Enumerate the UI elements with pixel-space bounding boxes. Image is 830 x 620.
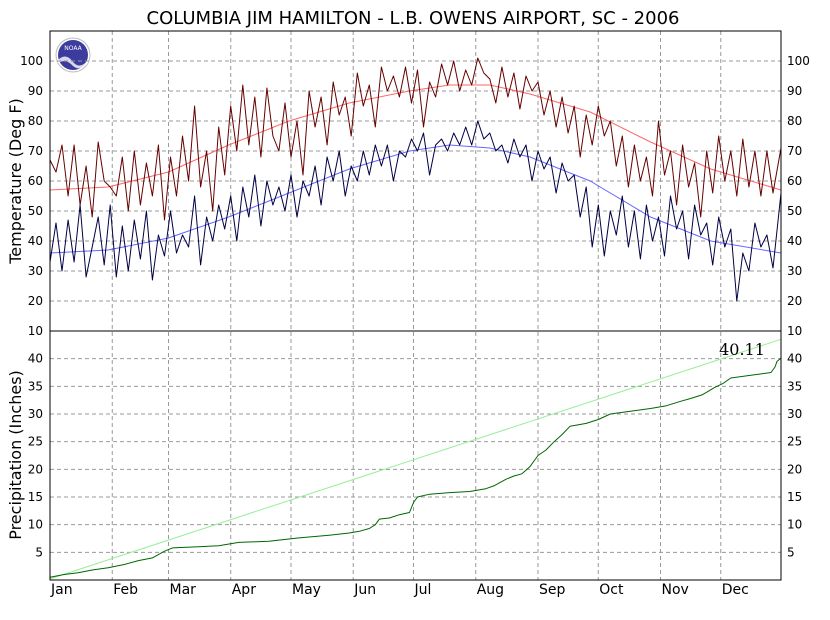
precipitation-y-tick-label: 10 — [28, 518, 43, 532]
temperature-y-tick-label: 50 — [28, 204, 43, 218]
precipitation-y-tick-label: 25 — [28, 435, 43, 449]
temperature-y-tick-label-right: 100 — [787, 54, 810, 68]
temperature-y-tick-label: 20 — [28, 294, 43, 308]
temperature-y-tick-label-right: 70 — [787, 144, 802, 158]
precipitation-y-tick-label: 20 — [28, 462, 43, 476]
precipitation-y-tick-label-right: 15 — [787, 490, 802, 504]
precipitation-y-tick-label: 40 — [28, 352, 43, 366]
x-tick-label-month: Aug — [477, 582, 504, 598]
series-line-normal-min — [49, 144, 782, 254]
temperature-y-tick-label-right: 20 — [787, 294, 802, 308]
temperature-y-tick-label: 10 — [28, 324, 43, 338]
precipitation-plot-frame — [49, 330, 782, 581]
x-tick-label-month: May — [292, 582, 321, 598]
precipitation-y-tick-label: 5 — [35, 545, 43, 559]
precipitation-y-tick-label: 30 — [28, 407, 43, 421]
x-tick-label-month: Jun — [353, 582, 376, 598]
x-tick-label-month: Jan — [50, 582, 73, 598]
noaa-logo: NOAA — [55, 37, 91, 73]
temperature-y-axis-label: Temperature (Deg F) — [6, 98, 25, 265]
x-tick-label-month: Oct — [599, 582, 624, 598]
temperature-y-tick-label: 90 — [28, 84, 43, 98]
temperature-y-tick-label-right: 80 — [787, 114, 802, 128]
temperature-y-tick-label-right: 10 — [787, 324, 802, 338]
temperature-y-tick-label: 40 — [28, 234, 43, 248]
temperature-y-tick-label: 30 — [28, 264, 43, 278]
temperature-y-tick-label-right: 40 — [787, 234, 802, 248]
x-tick-label-month: Apr — [232, 582, 256, 598]
precipitation-y-tick-label-right: 10 — [787, 518, 802, 532]
series-line-precip-observed-cumulative — [49, 357, 782, 578]
temperature-y-tick-label: 70 — [28, 144, 43, 158]
x-tick-label-month: Mar — [169, 582, 196, 598]
x-tick-label-month: Jul — [413, 582, 431, 598]
precipitation-y-tick-label-right: 30 — [787, 407, 802, 421]
x-tick-label-month: Sep — [539, 582, 566, 598]
temperature-y-tick-label-right: 50 — [787, 204, 802, 218]
temperature-y-tick-label-right: 30 — [787, 264, 802, 278]
x-tick-label-month: Nov — [662, 582, 689, 598]
series-line-precip-normal-cumulative — [49, 338, 782, 580]
precipitation-y-tick-label-right: 5 — [787, 545, 795, 559]
series-line-normal-max — [49, 84, 782, 191]
precipitation-y-tick-label-right: 35 — [787, 379, 802, 393]
x-tick-label-month: Feb — [113, 582, 138, 598]
logo-text: NOAA — [64, 45, 82, 52]
temperature-y-tick-label: 100 — [20, 54, 43, 68]
precipitation-y-tick-label-right: 20 — [787, 462, 802, 476]
precipitation-y-axis-label: Precipitation (Inches) — [6, 370, 25, 540]
temperature-y-tick-label-right: 90 — [787, 84, 802, 98]
precipitation-y-tick-label: 15 — [28, 490, 43, 504]
chart-title: COLUMBIA JIM HAMILTON - L.B. OWENS AIRPO… — [147, 8, 680, 29]
temperature-y-tick-label: 60 — [28, 174, 43, 188]
series-line-observed-min — [49, 120, 782, 302]
temperature-y-tick-label-right: 60 — [787, 174, 802, 188]
precipitation-y-tick-label: 35 — [28, 379, 43, 393]
precipitation-y-tick-label-right: 25 — [787, 435, 802, 449]
precip-total-annotation: 40.11 — [719, 340, 765, 359]
precipitation-y-tick-label-right: 40 — [787, 352, 802, 366]
temperature-y-tick-label: 80 — [28, 114, 43, 128]
series-line-observed-max — [49, 57, 782, 221]
x-tick-label-month: Dec — [722, 582, 749, 598]
